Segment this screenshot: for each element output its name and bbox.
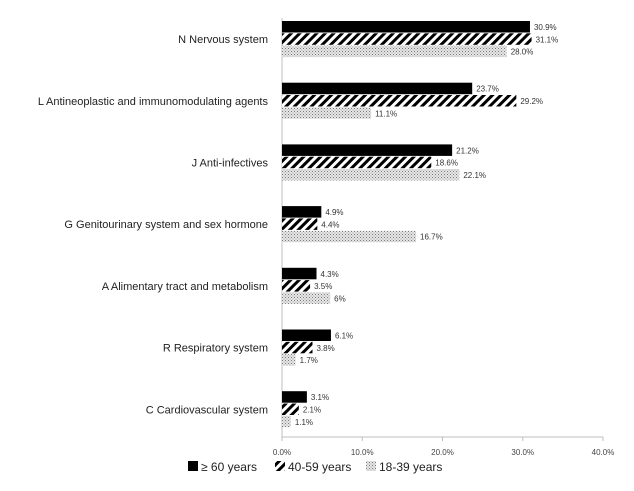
x-tick-label: 0.0%: [273, 448, 291, 457]
plot-area: 0.0% 10.0% 20.0% 30.0% 40.0% N Nervous system…: [38, 18, 614, 457]
x-tick-label: 20.0%: [431, 448, 454, 457]
data-label: 21.2%: [456, 146, 479, 155]
data-label: 4.4%: [321, 220, 339, 229]
data-label: 29.2%: [520, 97, 543, 106]
category-label: N Nervous system: [178, 34, 268, 46]
legend-label: 40-59 years: [288, 460, 351, 474]
data-label: 3.8%: [316, 344, 334, 353]
bar: [282, 267, 317, 280]
category-label: A Alimentary tract and metabolism: [102, 281, 268, 293]
data-label: 6%: [334, 294, 346, 303]
legend-label: 18-39 years: [379, 460, 442, 474]
category-label: L Antineoplastic and immunomodulating ag…: [38, 96, 269, 108]
category-label: J Anti-infectives: [192, 157, 269, 169]
x-tick-label: 40.0%: [592, 448, 615, 457]
bar: [282, 156, 432, 169]
data-label: 16.7%: [420, 233, 443, 242]
bar: [282, 45, 507, 58]
x-tick-label: 30.0%: [511, 448, 534, 457]
data-label: 1.1%: [295, 418, 313, 427]
bar: [282, 403, 299, 415]
data-label: 4.3%: [321, 270, 339, 279]
data-label: 22.1%: [463, 171, 486, 180]
data-label: 2.1%: [303, 406, 321, 415]
bar: [282, 391, 307, 403]
bar: [282, 218, 318, 230]
data-label: 18.6%: [435, 159, 458, 168]
bar: [282, 354, 296, 366]
bar: [282, 280, 311, 292]
bar: [282, 292, 331, 304]
legend-swatch: [275, 461, 285, 471]
bar: [282, 206, 322, 218]
bar: [282, 95, 517, 107]
bar: [282, 107, 372, 119]
data-label: 30.9%: [534, 23, 557, 32]
bar: [282, 415, 291, 428]
legend: ≥ 60 years 40-59 years 18-39 years: [188, 460, 442, 474]
legend-label: ≥ 60 years: [201, 460, 257, 474]
x-tick-label: 10.0%: [351, 448, 374, 457]
data-label: 11.1%: [375, 109, 397, 118]
bar: [282, 230, 417, 243]
bar: [282, 21, 530, 33]
bar: [282, 82, 473, 95]
bar: [282, 33, 532, 45]
legend-swatch: [366, 461, 376, 471]
data-label: 1.7%: [300, 356, 318, 365]
data-label: 6.1%: [335, 332, 353, 341]
bar: [282, 144, 453, 156]
data-label: 4.9%: [325, 208, 343, 217]
data-label: 31.1%: [536, 35, 559, 44]
category-label: R Respiratory system: [163, 343, 268, 355]
bar: [282, 341, 313, 354]
category-label: C Cardiovascular system: [146, 404, 268, 416]
category-label: G Genitourinary system and sex hormone: [64, 219, 268, 231]
legend-swatch: [188, 461, 198, 471]
data-label: 23.7%: [476, 85, 499, 94]
data-label: 3.1%: [311, 393, 329, 402]
bar: [282, 169, 460, 181]
data-label: 3.5%: [314, 282, 332, 291]
data-label: 28.0%: [511, 48, 534, 57]
bar: [282, 329, 331, 341]
